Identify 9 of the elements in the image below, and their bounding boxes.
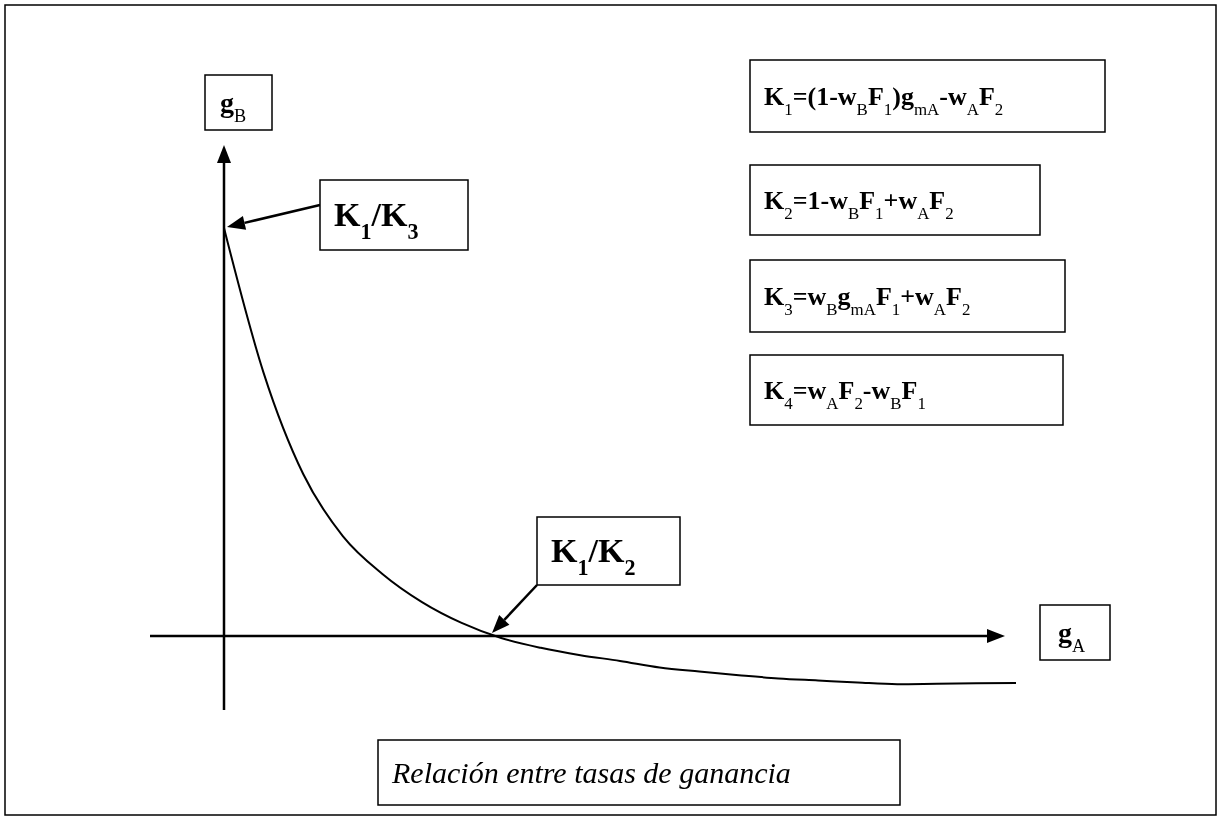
text: Relación entre tasas de ganancia bbox=[391, 756, 791, 789]
y-axis-title: g$_{B}$ bbox=[220, 87, 247, 126]
x-axis-title: g$_{A}$ bbox=[1058, 617, 1086, 656]
text: K$_{1}$=(1-w$_{B}$F$_{1}$)g$_{mA}$-w$_{A}$F$_{2}$ bbox=[764, 81, 1004, 119]
annotation: K$_{1}$/K$_{2}$ bbox=[551, 532, 636, 580]
text: K$_{2}$=1-w$_{B}$F$_{1}$+w$_{A}$F$_{2}$ bbox=[764, 185, 954, 223]
annotation: K$_{1}$/K$_{3}$ bbox=[334, 196, 419, 244]
text: K$_{3}$=w$_{B}$g$_{mA}$F$_{1}$+w$_{A}$F$_{2}$ bbox=[764, 281, 971, 319]
text: K$_{4}$=w$_{A}$F$_{2}$-w$_{B}$F$_{1}$ bbox=[764, 375, 926, 413]
